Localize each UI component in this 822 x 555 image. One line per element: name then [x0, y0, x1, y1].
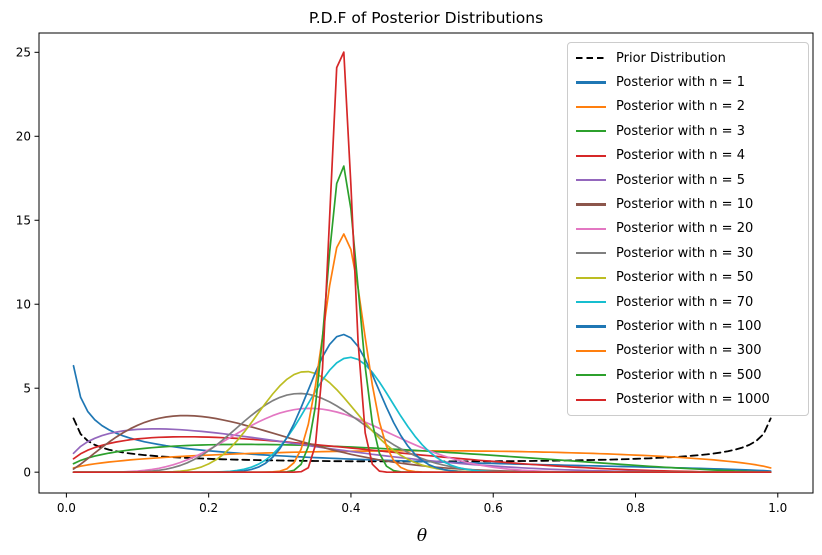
legend-line-sample: [576, 203, 606, 206]
legend-line-sample: [576, 374, 606, 377]
legend-label: Posterior with n = 300: [616, 343, 762, 359]
legend-item-posterior-with-n-30: Posterior with n = 30: [576, 241, 800, 265]
legend-label: Posterior with n = 1000: [616, 392, 770, 408]
x-tick-label: 0.2: [199, 501, 218, 515]
legend: Prior Distribution Posterior with n = 1 Po…: [567, 42, 809, 416]
curve-posterior-with-n-4: [72, 435, 772, 474]
legend-label: Posterior with n = 500: [616, 367, 762, 383]
legend-label: Posterior with n = 70: [616, 294, 754, 310]
x-axis-ticks: 0.0 0.2 0.4 0.6 0.8 1.0: [57, 493, 787, 515]
legend-line-sample: [576, 349, 606, 352]
legend-item-posterior-with-n-1: Posterior with n = 1: [576, 70, 800, 94]
legend-item-posterior-with-n-1000: Posterior with n = 1000: [576, 387, 800, 411]
x-tick-label: 1.0: [768, 501, 787, 515]
legend-item-posterior-with-n-20: Posterior with n = 20: [576, 217, 800, 241]
legend-label: Posterior with n = 50: [616, 270, 754, 286]
y-tick-label: 10: [16, 297, 31, 311]
legend-item-prior-distribution: Prior Distribution: [576, 46, 800, 70]
y-tick-label: 0: [23, 465, 31, 479]
legend-line-sample: [576, 276, 606, 279]
legend-item-posterior-with-n-4: Posterior with n = 4: [576, 144, 800, 168]
legend-line-sample: [576, 227, 606, 231]
legend-line-sample: [576, 154, 606, 157]
y-axis-ticks: 0 5 10 15 20 25: [16, 46, 39, 479]
legend-line-sample: [576, 325, 606, 328]
plot-area-border: [38, 32, 814, 494]
legend-label: Prior Distribution: [616, 50, 726, 66]
curves-layer: [72, 51, 772, 474]
legend-label: Posterior with n = 4: [616, 148, 745, 164]
y-tick-label: 15: [16, 213, 31, 227]
legend-item-posterior-with-n-100: Posterior with n = 100: [576, 314, 800, 338]
legend-item-posterior-with-n-70: Posterior with n = 70: [576, 290, 800, 314]
legend-label: Posterior with n = 20: [616, 221, 754, 237]
y-tick-label: 25: [16, 46, 31, 60]
curve-posterior-with-n-3: [72, 443, 772, 473]
legend-line-sample: [576, 57, 606, 60]
curve-posterior-with-n-1000: [72, 51, 772, 474]
legend-label: Posterior with n = 1: [616, 75, 745, 91]
legend-item-posterior-with-n-2: Posterior with n = 2: [576, 95, 800, 119]
legend-line-sample: [576, 105, 606, 109]
legend-line-sample: [576, 398, 606, 401]
legend-line-sample: [576, 81, 606, 84]
legend-line-sample: [576, 301, 606, 304]
legend-label: Posterior with n = 10: [616, 197, 754, 213]
x-tick-label: 0.8: [626, 501, 645, 515]
legend-label: Posterior with n = 3: [616, 123, 745, 139]
legend-item-posterior-with-n-5: Posterior with n = 5: [576, 168, 800, 192]
legend-item-posterior-with-n-500: Posterior with n = 500: [576, 363, 800, 387]
legend-label: Posterior with n = 2: [616, 99, 745, 115]
legend-line-sample: [576, 179, 606, 182]
legend-line-sample: [576, 252, 606, 255]
y-tick-label: 20: [16, 129, 31, 143]
legend-label: Posterior with n = 30: [616, 245, 754, 261]
legend-label: Posterior with n = 5: [616, 172, 745, 188]
legend-line-sample: [576, 130, 606, 133]
curve-posterior-with-n-20: [72, 407, 772, 474]
chart-title: P.D.F of Posterior Distributions: [309, 9, 543, 27]
x-tick-label: 0.4: [341, 501, 360, 515]
y-tick-label: 5: [23, 381, 31, 395]
legend-item-posterior-with-n-10: Posterior with n = 10: [576, 192, 800, 216]
legend-item-posterior-with-n-3: Posterior with n = 3: [576, 119, 800, 143]
legend-item-posterior-with-n-300: Posterior with n = 300: [576, 339, 800, 363]
x-axis-label: θ: [417, 526, 427, 546]
legend-item-posterior-with-n-50: Posterior with n = 50: [576, 266, 800, 290]
x-tick-label: 0.6: [484, 501, 503, 515]
legend-label: Posterior with n = 100: [616, 318, 762, 334]
x-tick-label: 0.0: [57, 501, 76, 515]
